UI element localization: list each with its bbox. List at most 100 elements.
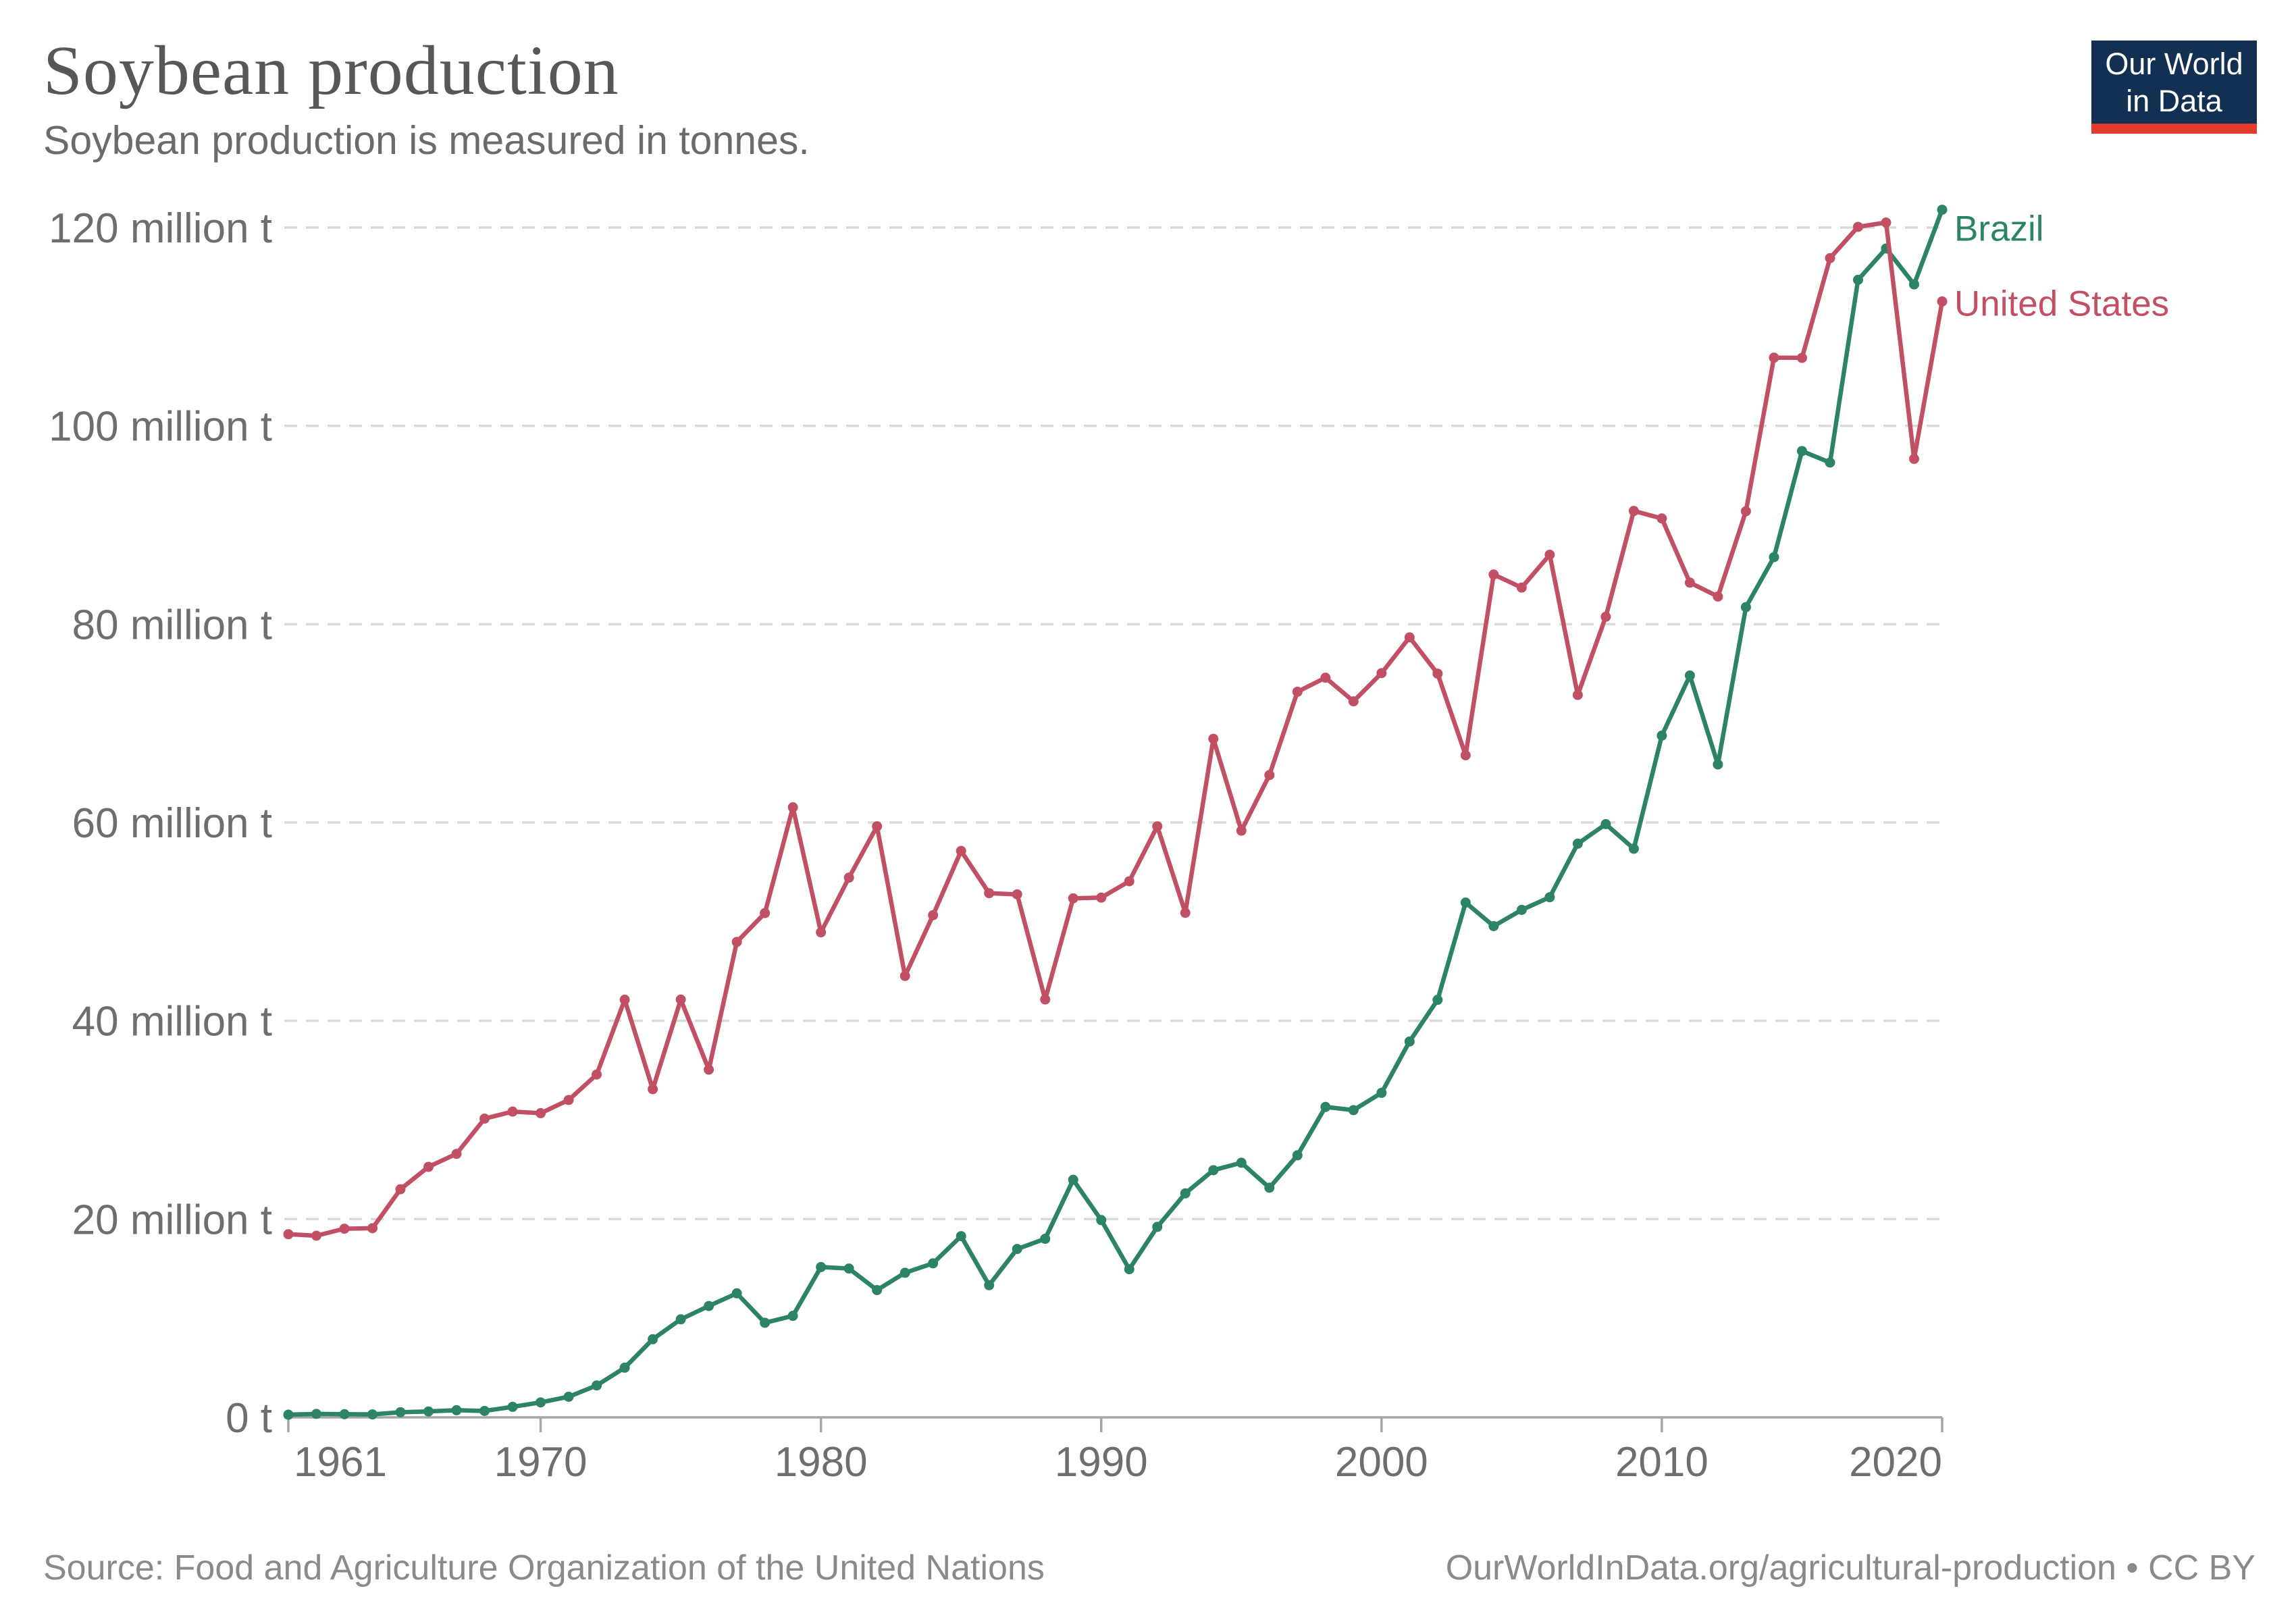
data-point	[1404, 632, 1415, 643]
data-point	[984, 1280, 995, 1290]
data-point	[928, 1258, 939, 1269]
data-point	[563, 1095, 574, 1105]
y-tick-label: 0 t	[226, 1395, 272, 1442]
data-point	[1208, 1165, 1219, 1176]
series-brazil: Brazil	[283, 205, 2044, 1420]
data-point	[283, 1229, 294, 1240]
data-point	[1656, 730, 1667, 741]
footer-link[interactable]: OurWorldInData.org/agricultural-producti…	[1445, 1548, 2255, 1588]
data-point	[479, 1405, 490, 1416]
data-point	[367, 1409, 378, 1420]
data-point	[1404, 1036, 1415, 1047]
data-point	[339, 1224, 350, 1234]
data-point	[1348, 1105, 1359, 1116]
series-united-states: United States	[283, 217, 2169, 1241]
data-point	[1825, 457, 1835, 468]
data-point	[731, 937, 742, 947]
data-point	[1684, 577, 1695, 588]
data-point	[536, 1397, 546, 1408]
data-point	[760, 908, 771, 918]
owid-logo-line2: in Data	[2126, 83, 2222, 118]
data-point	[899, 970, 910, 981]
data-point	[1544, 550, 1555, 560]
data-point	[1488, 920, 1499, 931]
data-point	[1937, 296, 1948, 307]
data-point	[1320, 673, 1331, 683]
data-point	[1096, 1215, 1107, 1226]
data-point	[899, 1267, 910, 1278]
data-point	[1937, 205, 1948, 215]
data-point	[1908, 454, 1919, 465]
data-point	[1908, 279, 1919, 290]
data-point	[1852, 274, 1863, 285]
data-point	[1348, 696, 1359, 707]
data-point	[1320, 1101, 1331, 1112]
data-point	[816, 927, 827, 938]
data-point	[1769, 352, 1779, 363]
x-tick-label: 2010	[1615, 1439, 1708, 1486]
data-point	[1572, 689, 1583, 700]
data-point	[1236, 825, 1247, 836]
data-point	[311, 1230, 322, 1241]
data-point	[1376, 1087, 1387, 1098]
data-point	[423, 1161, 434, 1172]
owid-logo-line1: Our World	[2105, 46, 2243, 81]
data-point	[1628, 506, 1639, 517]
owid-logo[interactable]: Our World in Data	[2091, 41, 2257, 134]
data-point	[1600, 818, 1611, 829]
data-point	[1040, 1234, 1051, 1245]
data-point	[1236, 1157, 1247, 1168]
data-point	[1124, 1264, 1134, 1275]
data-point	[1544, 892, 1555, 903]
data-point	[1292, 1150, 1303, 1161]
data-point	[731, 1288, 742, 1299]
data-point	[675, 994, 686, 1005]
data-point	[984, 888, 995, 899]
data-point	[675, 1314, 686, 1325]
y-tick-label: 100 million t	[49, 404, 272, 450]
series-line	[286, 220, 1945, 1238]
x-tick-label: 2000	[1335, 1439, 1428, 1486]
y-tick-label: 60 million t	[72, 800, 272, 847]
data-point	[1600, 611, 1611, 622]
data-point	[423, 1406, 434, 1417]
data-point	[1068, 893, 1078, 903]
data-point	[1376, 668, 1387, 679]
data-point	[1208, 733, 1219, 744]
data-point	[843, 1263, 854, 1274]
data-point	[843, 872, 854, 883]
data-point	[1068, 1174, 1078, 1185]
data-point	[592, 1069, 602, 1080]
data-point	[1292, 686, 1303, 697]
legend-label-brazil[interactable]: Brazil	[1954, 209, 2044, 249]
data-point	[1012, 889, 1022, 899]
data-point	[1264, 770, 1275, 781]
data-point	[1684, 670, 1695, 681]
data-point	[1096, 892, 1107, 903]
legend-label-united-states[interactable]: United States	[1954, 284, 2169, 323]
data-point	[1516, 582, 1527, 593]
data-point	[787, 802, 798, 813]
data-point	[507, 1106, 518, 1117]
data-point	[507, 1401, 518, 1412]
data-point	[872, 821, 883, 832]
data-point	[1628, 843, 1639, 854]
data-point	[1796, 446, 1807, 456]
data-point	[1264, 1182, 1275, 1193]
data-point	[339, 1409, 350, 1419]
data-point	[1572, 838, 1583, 849]
data-point	[1152, 821, 1163, 832]
data-point	[1040, 994, 1051, 1005]
data-point	[1656, 513, 1667, 524]
page-title: Soybean production	[43, 32, 619, 109]
y-tick-label: 20 million t	[72, 1197, 272, 1243]
data-point	[619, 995, 630, 1005]
data-point	[1881, 217, 1891, 228]
data-point	[451, 1405, 462, 1415]
data-point	[1432, 995, 1443, 1005]
data-point	[1796, 352, 1807, 363]
data-point	[1180, 1188, 1191, 1199]
data-point	[1432, 669, 1443, 679]
x-tick-label: 2020	[1849, 1439, 1942, 1486]
